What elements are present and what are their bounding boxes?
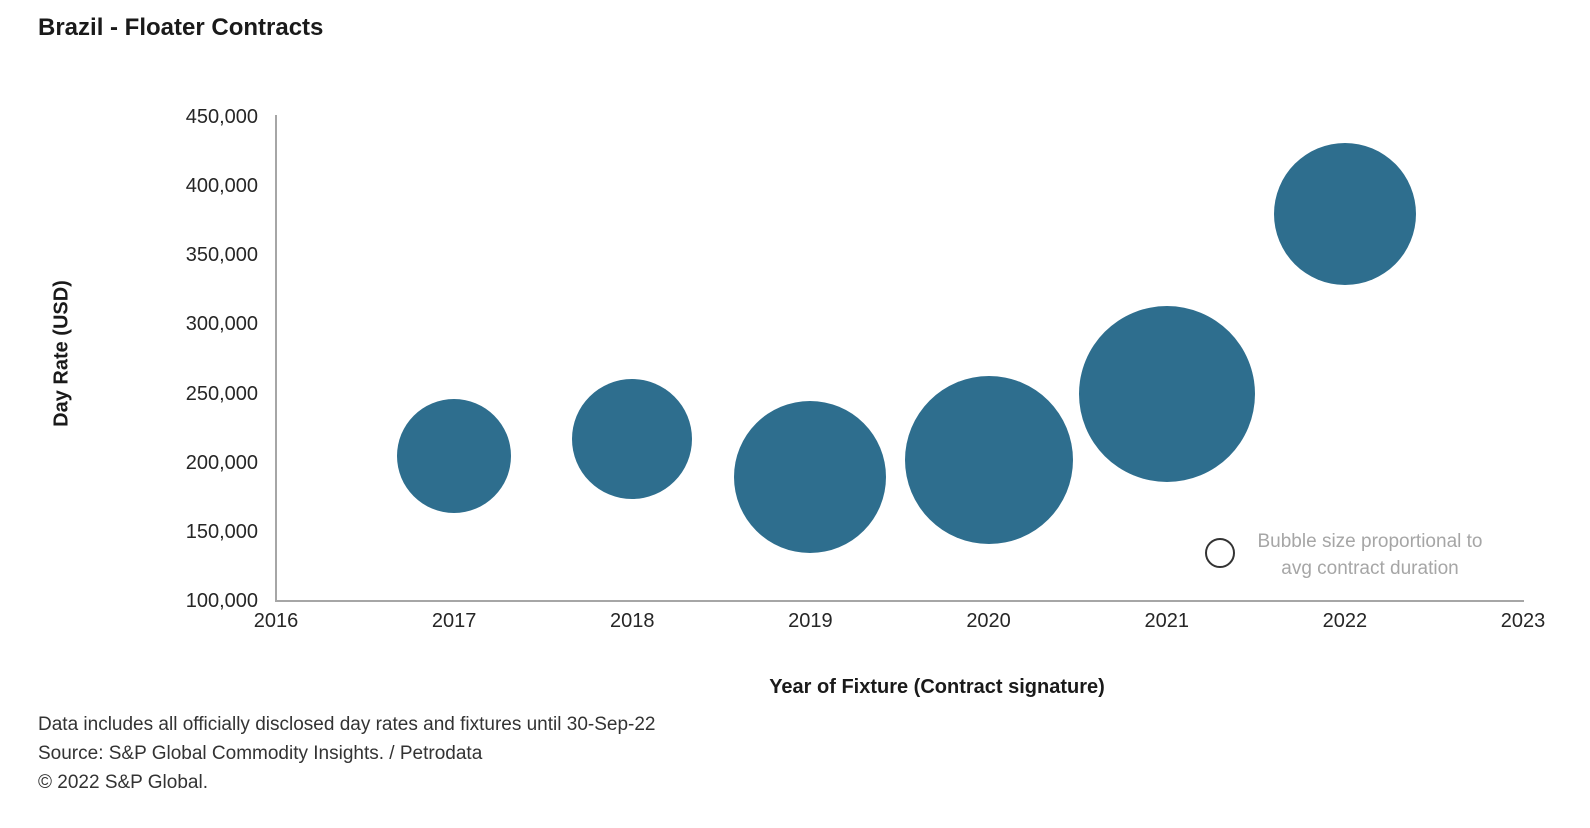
x-tick-label: 2020: [966, 610, 1011, 632]
y-tick-label: 300,000: [185, 313, 258, 336]
y-tick-label: 350,000: [185, 244, 258, 267]
x-tick-label: 2022: [1322, 610, 1368, 632]
footnote-data-coverage: Data includes all officially disclosed d…: [38, 714, 656, 735]
x-tick-label: 2023: [1500, 610, 1546, 632]
x-tick-label: 2017: [431, 610, 477, 632]
legend-circle-icon: [1205, 538, 1235, 568]
y-axis-title: Day Rate (USD): [50, 280, 73, 427]
y-tick-label: 400,000: [185, 175, 258, 198]
y-tick-label: 100,000: [185, 590, 258, 612]
page-title: Brazil - Floater Contracts: [38, 14, 324, 41]
bubble-size-legend: Bubble size proportional to avg contract…: [1205, 528, 1499, 582]
bubble-2017: [397, 398, 512, 513]
x-axis-title: Year of Fixture (Contract signature): [769, 676, 1105, 698]
footnotes: Data includes all officially disclosed d…: [38, 710, 655, 797]
bubble-2019: [734, 400, 887, 553]
y-tick-label: 150,000: [185, 520, 258, 543]
bubble-2018: [572, 379, 693, 500]
y-tick-label: 250,000: [185, 382, 258, 405]
bubble-2022: [1273, 142, 1416, 285]
x-tick-label: 2019: [788, 610, 833, 632]
bubble-2021: [1078, 305, 1255, 482]
y-axis-line: [275, 115, 277, 602]
footnote-source: Source: S&P Global Commodity Insights. /…: [38, 743, 483, 764]
x-tick-label: 2021: [1144, 610, 1189, 632]
bubble-2020: [904, 375, 1073, 544]
y-tick-label: 200,000: [185, 451, 258, 474]
x-tick-label: 2018: [610, 610, 655, 632]
y-tick-label: 450,000: [185, 106, 258, 128]
footnote-copyright: © 2022 S&P Global.: [38, 772, 208, 793]
x-axis-line: [275, 600, 1524, 602]
legend-line-1: Bubble size proportional to: [1257, 531, 1483, 552]
legend-text: Bubble size proportional to avg contract…: [1241, 528, 1499, 582]
x-tick-label: 2016: [253, 610, 299, 632]
legend-line-2: avg contract duration: [1281, 558, 1459, 579]
